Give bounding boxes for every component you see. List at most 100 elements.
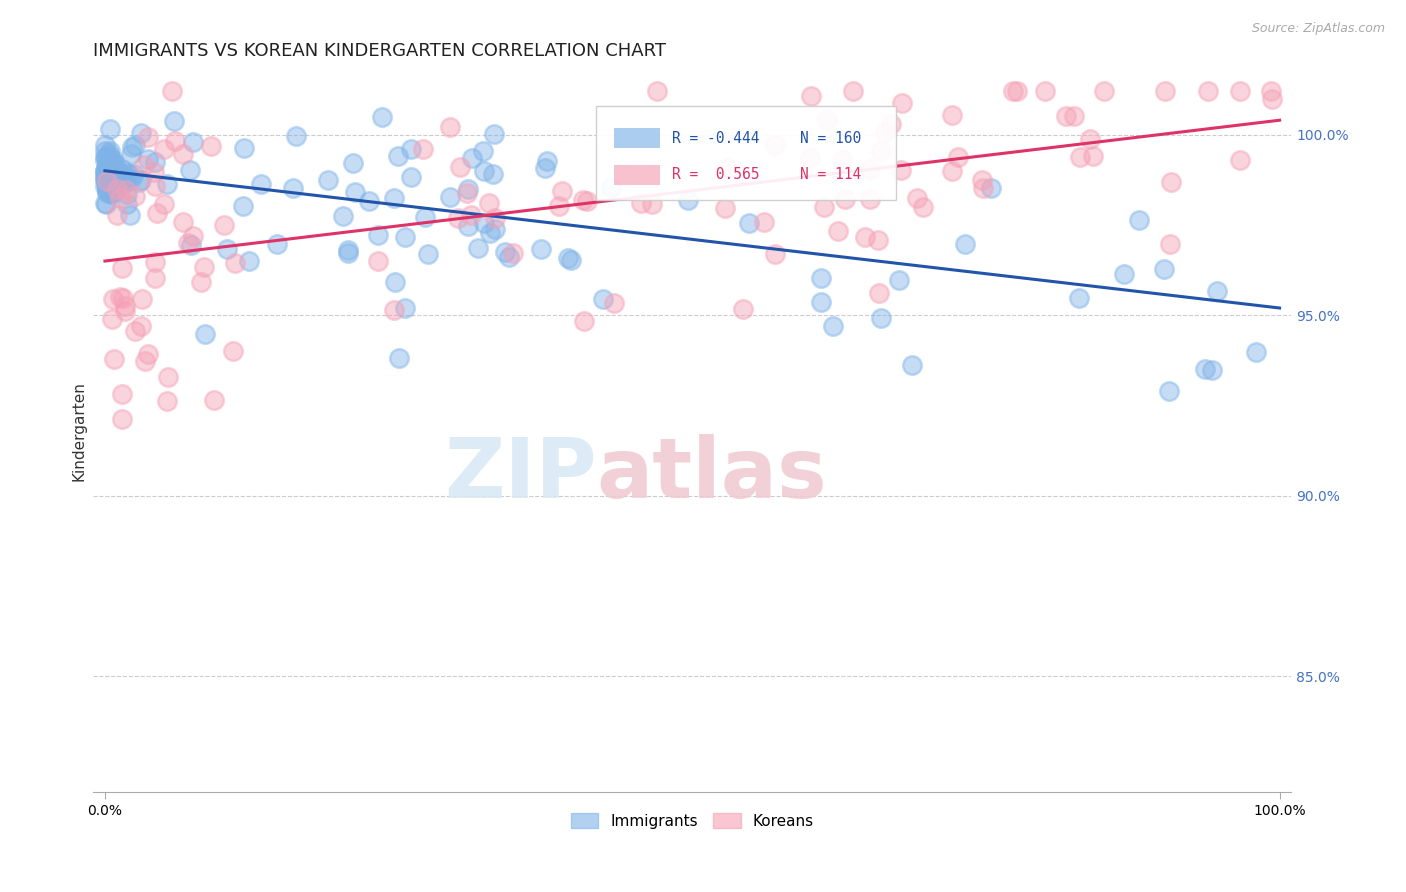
Point: [180, 237, 202, 252]
Point: [96, 159, 118, 173]
Point: [107, 181, 129, 195]
Point: [98, 158, 121, 172]
Point: [172, 215, 194, 229]
Point: [890, 96, 912, 111]
Point: [536, 153, 558, 168]
Point: [176, 235, 198, 250]
Point: [763, 138, 786, 153]
Point: [946, 150, 969, 164]
Point: [105, 174, 128, 188]
Point: [388, 351, 411, 366]
Point: [98, 173, 121, 187]
Point: [337, 245, 360, 260]
Point: [548, 199, 571, 213]
Point: [108, 290, 131, 304]
Text: ZIP: ZIP: [444, 434, 596, 515]
Point: [266, 237, 288, 252]
Point: [413, 210, 436, 224]
Point: [101, 293, 124, 307]
Point: [94, 179, 117, 194]
Point: [100, 161, 122, 175]
Point: [382, 191, 405, 205]
Legend: Immigrants, Koreans: Immigrants, Koreans: [564, 806, 820, 835]
Point: [765, 246, 787, 260]
Point: [96, 185, 118, 199]
Point: [834, 192, 856, 206]
Point: [157, 370, 180, 384]
Point: [1063, 109, 1085, 123]
Point: [94, 164, 117, 178]
Point: [1083, 149, 1105, 163]
Point: [103, 166, 125, 180]
Point: [142, 165, 165, 179]
Point: [980, 180, 1002, 194]
Point: [387, 149, 409, 163]
Point: [752, 215, 775, 229]
Point: [382, 302, 405, 317]
Point: [502, 246, 524, 260]
Point: [530, 242, 553, 256]
Point: [179, 163, 201, 178]
Point: [1160, 175, 1182, 189]
Point: [1128, 213, 1150, 227]
Point: [98, 159, 121, 173]
Point: [136, 347, 159, 361]
Point: [800, 88, 823, 103]
Point: [447, 211, 470, 225]
Point: [94, 197, 117, 211]
Text: atlas: atlas: [596, 434, 827, 515]
Point: [560, 252, 582, 267]
Point: [107, 164, 129, 178]
Point: [94, 164, 117, 178]
Point: [1261, 92, 1284, 106]
Point: [104, 161, 127, 175]
Point: [332, 209, 354, 223]
Point: [599, 181, 621, 195]
Point: [103, 351, 125, 366]
Point: [103, 158, 125, 172]
Point: [222, 343, 245, 358]
Point: [181, 228, 204, 243]
Point: [101, 153, 124, 167]
Point: [103, 173, 125, 187]
Point: [114, 183, 136, 197]
Point: [115, 175, 138, 189]
Point: [841, 84, 863, 98]
Point: [855, 230, 877, 244]
Point: [498, 250, 520, 264]
Point: [1002, 84, 1025, 98]
Text: R =  0.565: R = 0.565: [672, 167, 759, 182]
Text: IMMIGRANTS VS KOREAN KINDERGARTEN CORRELATION CHART: IMMIGRANTS VS KOREAN KINDERGARTEN CORREL…: [93, 42, 666, 60]
Point: [105, 167, 128, 181]
Point: [676, 193, 699, 207]
Point: [172, 147, 194, 161]
Point: [233, 141, 256, 155]
Point: [101, 176, 124, 190]
Point: [827, 224, 849, 238]
Point: [472, 144, 495, 158]
Point: [100, 155, 122, 169]
Point: [98, 161, 121, 176]
Point: [343, 185, 366, 199]
Point: [250, 177, 273, 191]
Point: [105, 208, 128, 222]
Point: [98, 145, 121, 159]
Point: [1197, 84, 1219, 98]
Point: [457, 182, 479, 196]
Point: [155, 394, 177, 409]
Point: [111, 387, 134, 401]
Point: [100, 186, 122, 201]
Point: [367, 254, 389, 268]
Point: [128, 175, 150, 189]
Point: [101, 312, 124, 326]
Point: [1153, 261, 1175, 276]
Point: [905, 191, 928, 205]
Point: [124, 324, 146, 338]
Point: [94, 195, 117, 210]
Point: [129, 172, 152, 186]
Point: [120, 146, 142, 161]
Point: [461, 152, 484, 166]
Point: [283, 180, 305, 194]
Point: [1069, 150, 1091, 164]
Point: [101, 175, 124, 189]
